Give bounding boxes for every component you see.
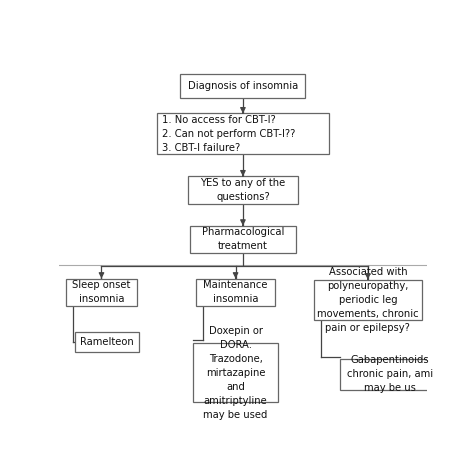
Text: 1. No access for CBT-I?
2. Can not perform CBT-I??
3. CBT-I failure?: 1. No access for CBT-I? 2. Can not perfo… <box>162 115 295 153</box>
FancyBboxPatch shape <box>188 176 298 204</box>
Text: Diagnosis of insomnia: Diagnosis of insomnia <box>188 81 298 91</box>
FancyBboxPatch shape <box>196 279 275 306</box>
FancyBboxPatch shape <box>193 343 278 402</box>
Text: Sleep onset
insomnia: Sleep onset insomnia <box>73 280 131 304</box>
FancyBboxPatch shape <box>314 280 422 319</box>
Text: Associated with
polyneuropathy,
periodic leg
movements, chronic
pain or epilepsy: Associated with polyneuropathy, periodic… <box>317 266 419 333</box>
FancyBboxPatch shape <box>156 113 329 154</box>
Text: Gabapentinoids
chronic pain, ami
may be us: Gabapentinoids chronic pain, ami may be … <box>347 356 433 393</box>
FancyBboxPatch shape <box>181 74 305 98</box>
Text: Pharmacological
treatment: Pharmacological treatment <box>202 228 284 251</box>
Text: Ramelteon: Ramelteon <box>80 337 134 346</box>
FancyBboxPatch shape <box>190 226 296 253</box>
FancyBboxPatch shape <box>340 359 439 390</box>
FancyBboxPatch shape <box>66 279 137 306</box>
Text: YES to any of the
questions?: YES to any of the questions? <box>201 178 285 202</box>
FancyBboxPatch shape <box>75 331 139 352</box>
Text: Doxepin or
DORA.
Trazodone,
mirtazapine
and
amitriptyline
may be used: Doxepin or DORA. Trazodone, mirtazapine … <box>203 326 268 419</box>
Text: Maintenance
insomnia: Maintenance insomnia <box>203 280 268 304</box>
